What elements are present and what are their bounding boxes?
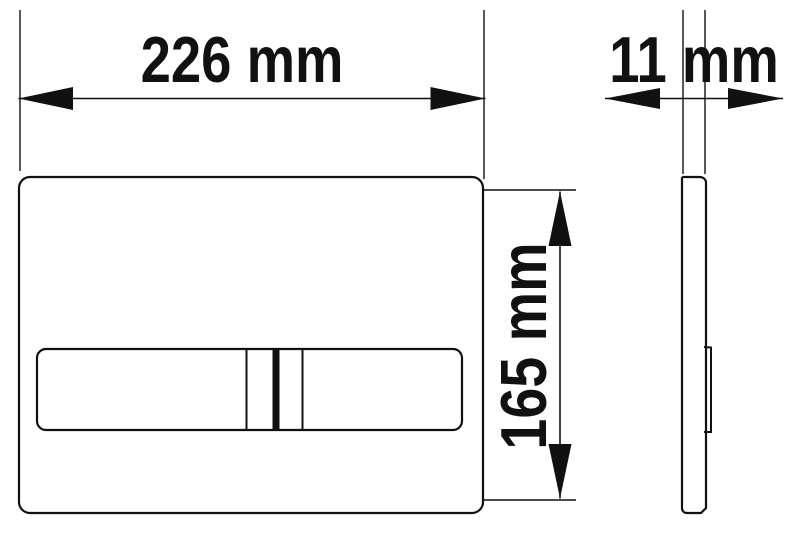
- svg-text:226 mm: 226 mm: [141, 23, 344, 96]
- svg-text:165 mm: 165 mm: [487, 242, 560, 449]
- svg-text:11 mm: 11 mm: [609, 23, 779, 96]
